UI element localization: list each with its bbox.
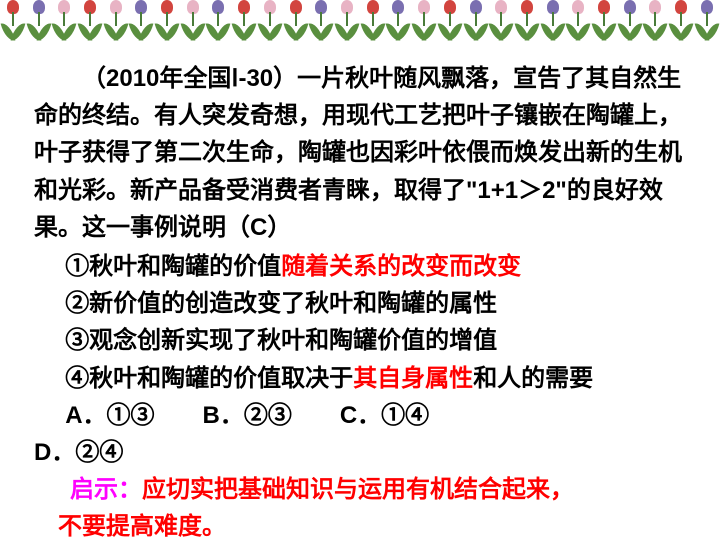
leaf-icon xyxy=(541,22,565,44)
leaf-icon xyxy=(438,22,462,44)
leaf-icon xyxy=(232,22,256,44)
leaf-icon xyxy=(155,22,179,44)
option-1-highlight: 随着关系的改变而改变 xyxy=(281,253,521,280)
tip-line-2: 不要提高难度。 xyxy=(34,508,686,545)
option-4-pre: ④秋叶和陶罐的价值取决于 xyxy=(65,365,353,392)
option-4: ④秋叶和陶罐的价值取决于其自身属性和人的需要 xyxy=(34,360,686,397)
leaf-icon xyxy=(515,22,539,44)
leaf-icon xyxy=(284,22,308,44)
leaf-icon xyxy=(1,22,25,44)
question-stem: （2010年全国Ⅰ-30）一片秋叶随风飘落，宣告了其自然生命的终结。有人突发奇想… xyxy=(34,60,686,246)
leaf-icon xyxy=(695,22,719,44)
answer-choices-line2: D．②④ xyxy=(34,434,686,471)
leaf-icon xyxy=(129,22,153,44)
leaf-icon xyxy=(78,22,102,44)
leaf-icon xyxy=(669,22,693,44)
tip-label: 启示： xyxy=(70,476,142,503)
leaf-icon xyxy=(489,22,513,44)
leaf-icon xyxy=(412,22,436,44)
option-2: ②新价值的创造改变了秋叶和陶罐的属性 xyxy=(34,285,686,322)
slide-content: （2010年全国Ⅰ-30）一片秋叶随风飘落，宣告了其自然生命的终结。有人突发奇想… xyxy=(0,48,720,545)
leaves-row xyxy=(0,22,720,48)
answer-choices-line1: A．①③ B．②③ C．①④ xyxy=(34,397,686,434)
leaf-icon xyxy=(258,22,282,44)
option-1-pre: ①秋叶和陶罐的价值 xyxy=(65,253,281,280)
option-3: ③观念创新实现了秋叶和陶罐价值的增值 xyxy=(34,322,686,359)
leaf-icon xyxy=(386,22,410,44)
leaf-icon xyxy=(309,22,333,44)
leaf-icon xyxy=(52,22,76,44)
option-4-highlight: 其自身属性 xyxy=(353,365,473,392)
leaf-icon xyxy=(181,22,205,44)
leaf-icon xyxy=(206,22,230,44)
option-1: ①秋叶和陶罐的价值随着关系的改变而改变 xyxy=(34,248,686,285)
leaf-icon xyxy=(592,22,616,44)
decorative-border-top xyxy=(0,0,720,48)
source-label: （2010年全国Ⅰ-30） xyxy=(82,65,297,92)
leaf-icon xyxy=(361,22,385,44)
leaf-icon xyxy=(618,22,642,44)
leaf-icon xyxy=(643,22,667,44)
options-block: ①秋叶和陶罐的价值随着关系的改变而改变 ②新价值的创造改变了秋叶和陶罐的属性 ③… xyxy=(34,248,686,397)
leaf-icon xyxy=(104,22,128,44)
tip-text-1: 应切实把基础知识与运用有机结合起来， xyxy=(142,476,574,503)
leaf-icon xyxy=(335,22,359,44)
tip-line-1: 启示：应切实把基础知识与运用有机结合起来， xyxy=(34,471,686,508)
leaf-icon xyxy=(566,22,590,44)
leaf-icon xyxy=(27,22,51,44)
option-4-post: 和人的需要 xyxy=(473,365,593,392)
leaf-icon xyxy=(464,22,488,44)
